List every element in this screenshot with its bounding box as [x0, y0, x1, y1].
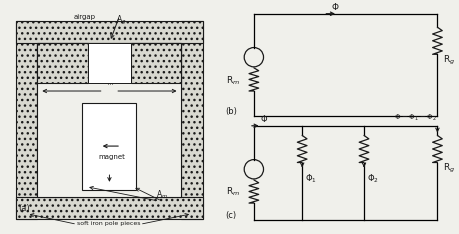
Text: A$_m$: A$_m$ [156, 189, 168, 201]
Text: magnet: magnet [98, 154, 124, 160]
Text: (a): (a) [18, 204, 30, 213]
Text: (b): (b) [224, 107, 236, 116]
Text: $\Phi - \Phi_1 - \Phi_2$: $\Phi - \Phi_1 - \Phi_2$ [393, 113, 437, 123]
Text: R$_m$: R$_m$ [226, 74, 240, 87]
Bar [16, 22, 202, 43]
Text: R$_g$: R$_g$ [442, 54, 454, 67]
Bar [88, 43, 130, 83]
Text: airgap: airgap [73, 14, 95, 20]
Bar [16, 197, 202, 219]
Text: $l_g$: $l_g$ [106, 48, 113, 61]
Bar [16, 22, 37, 219]
Text: $l_m$: $l_m$ [105, 76, 114, 88]
Text: soft iron pole pieces: soft iron pole pieces [77, 221, 140, 226]
Text: $\Phi_2$: $\Phi_2$ [366, 172, 378, 185]
Bar [37, 43, 181, 197]
Bar [181, 22, 202, 219]
Bar [37, 43, 88, 83]
Text: $\Phi$: $\Phi$ [330, 1, 339, 12]
Text: R$_m$: R$_m$ [226, 185, 240, 198]
Text: R$_g$: R$_g$ [442, 162, 454, 175]
Bar [37, 43, 181, 197]
Bar [82, 102, 136, 190]
Text: (c): (c) [224, 212, 235, 220]
Text: $\Phi$: $\Phi$ [259, 113, 267, 124]
Text: A$_g$: A$_g$ [116, 14, 126, 27]
Text: $\Phi_1$: $\Phi_1$ [304, 172, 316, 185]
Bar [130, 43, 181, 83]
